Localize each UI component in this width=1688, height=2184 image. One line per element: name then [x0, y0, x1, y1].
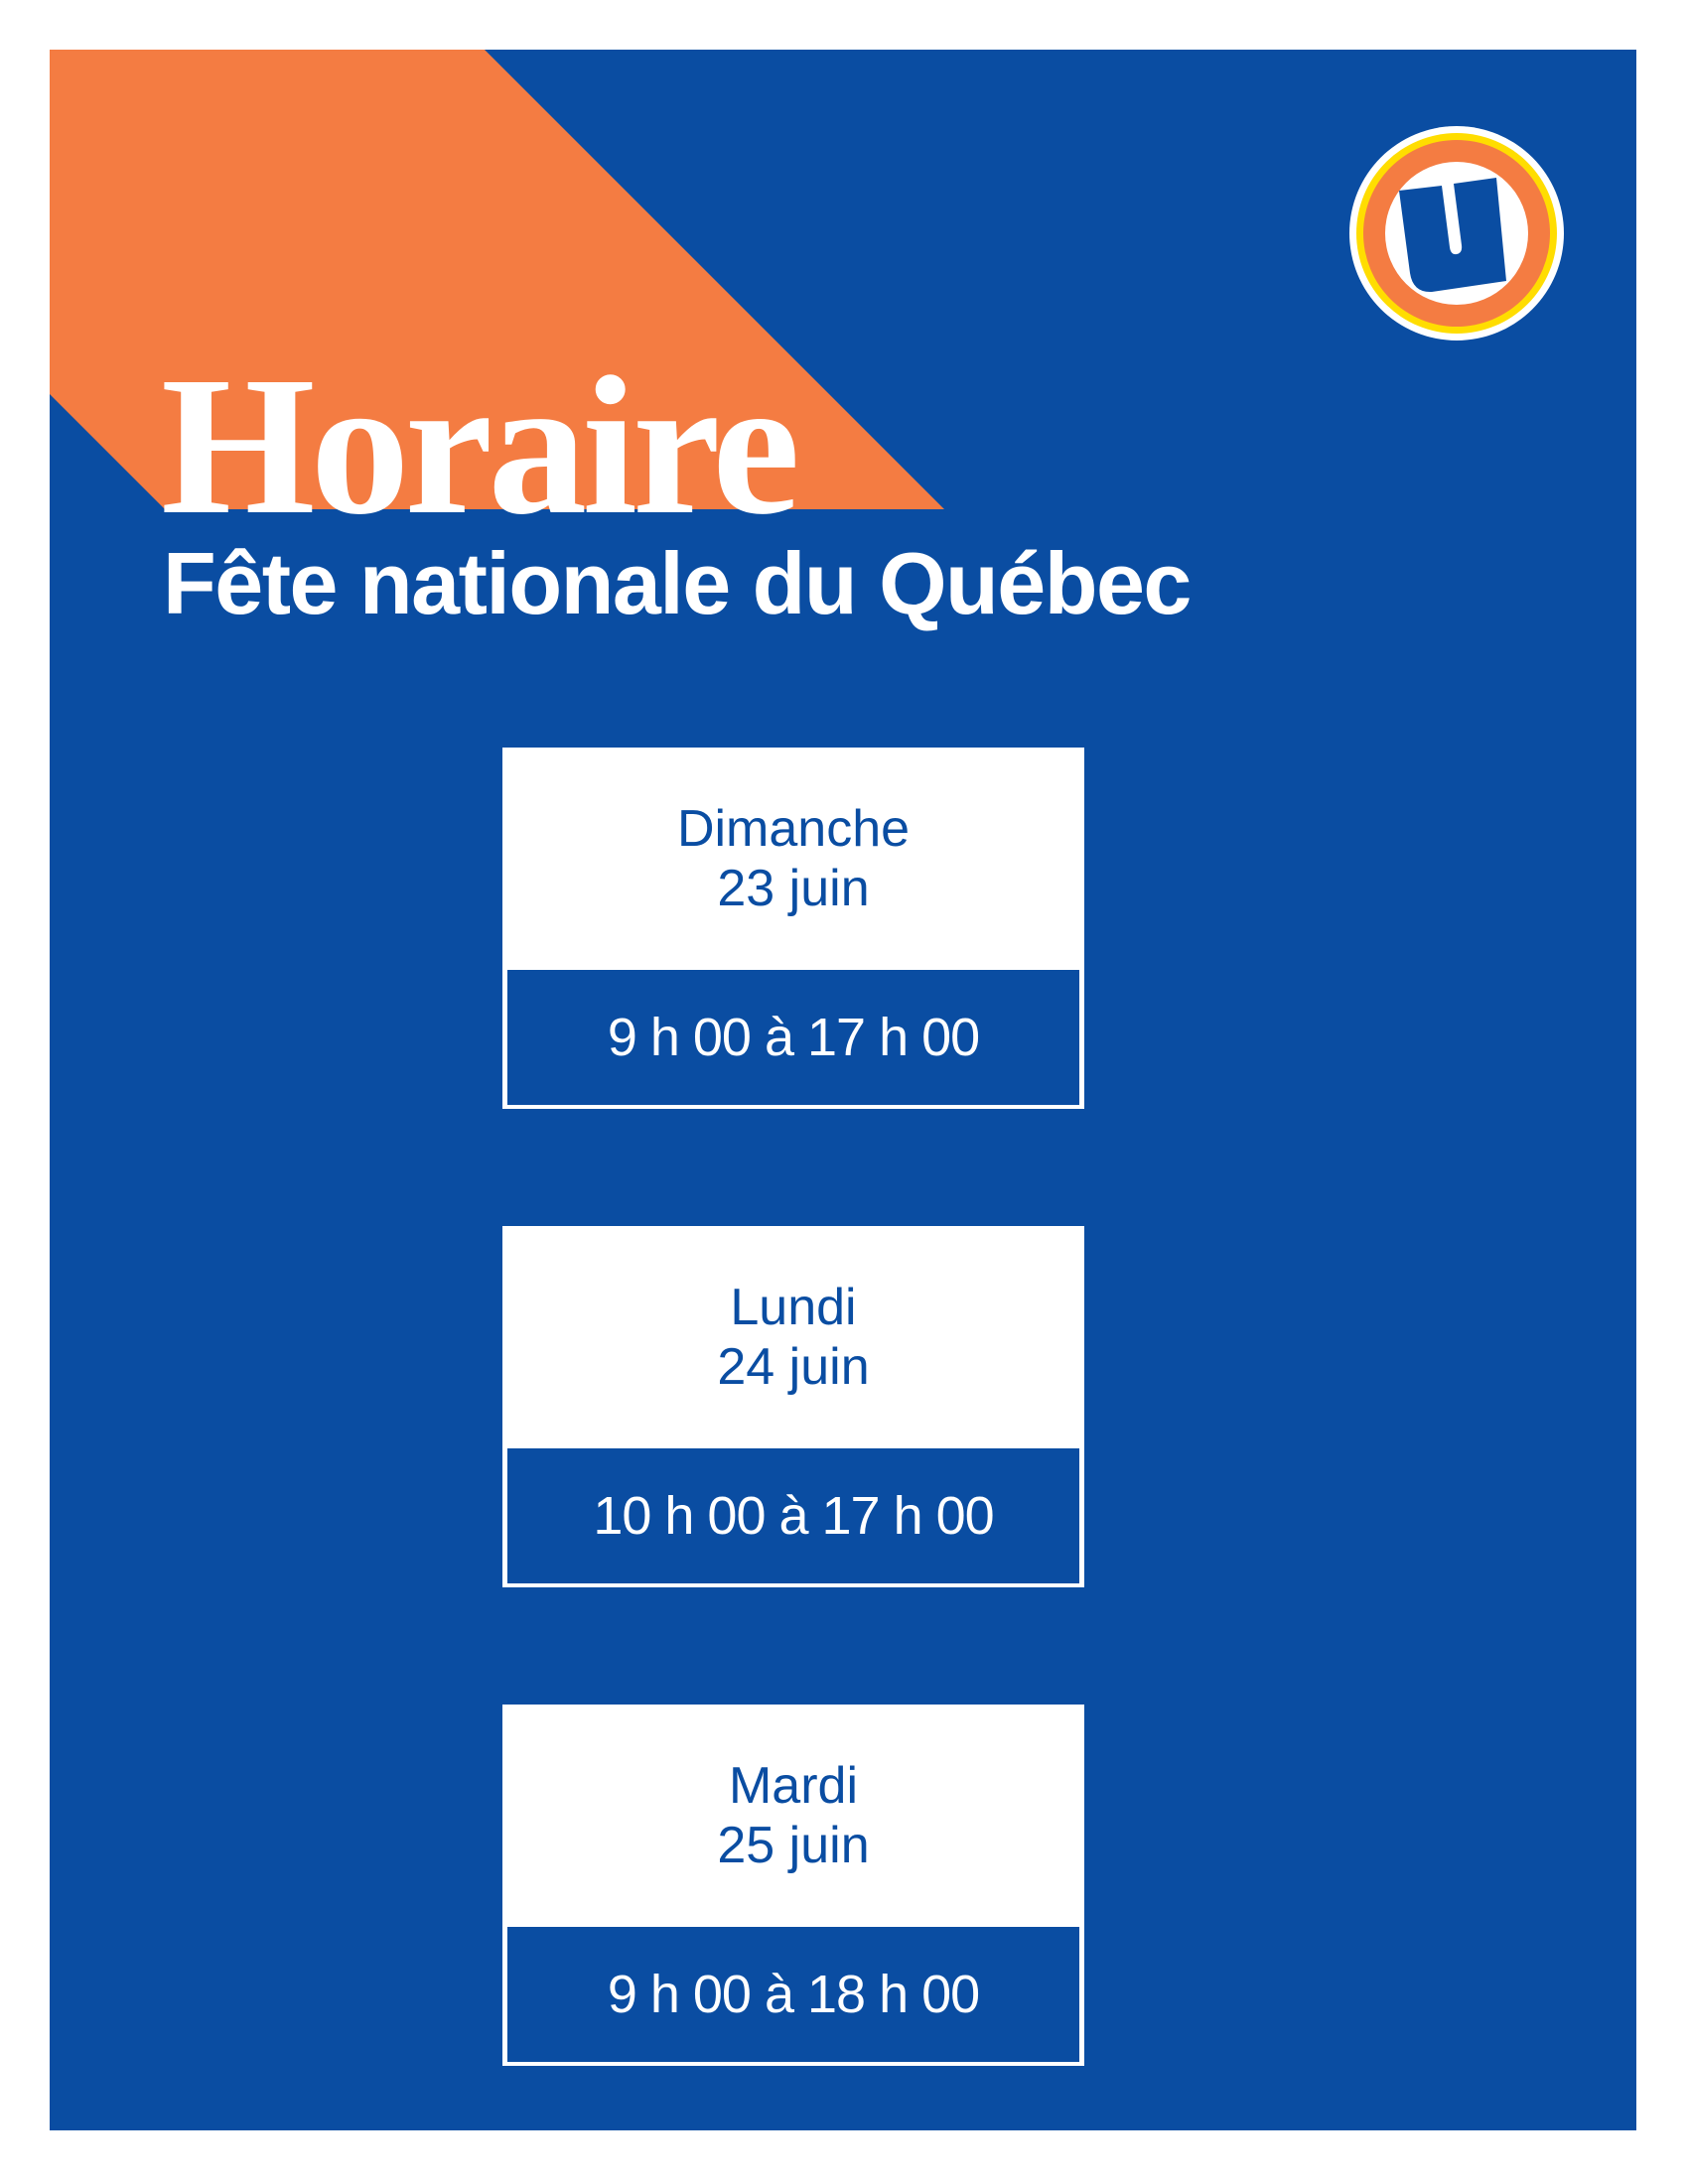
hours-label: 10 h 00 à 17 h 00 — [507, 1448, 1079, 1583]
schedule-card-tuesday: Mardi 25 juin 9 h 00 à 18 h 00 — [502, 1705, 1084, 2066]
date-label: 23 juin — [717, 860, 870, 917]
date-label: 25 juin — [717, 1817, 870, 1874]
orange-diagonal-band — [50, 50, 944, 509]
page-subtitle: Fête nationale du Québec — [163, 534, 1192, 632]
day-label: Mardi — [728, 1757, 859, 1815]
page-title: Horaire — [161, 337, 800, 556]
date-label: 24 juin — [717, 1338, 870, 1396]
hours-label: 9 h 00 à 17 h 00 — [507, 970, 1079, 1105]
day-label: Lundi — [730, 1279, 857, 1336]
schedule-card-sunday: Dimanche 23 juin 9 h 00 à 17 h 00 — [502, 748, 1084, 1109]
u-logo-icon — [1349, 126, 1564, 341]
schedule-card-monday: Lundi 24 juin 10 h 00 à 17 h 00 — [502, 1226, 1084, 1587]
hours-label: 9 h 00 à 18 h 00 — [507, 1927, 1079, 2062]
day-label: Dimanche — [676, 800, 911, 858]
